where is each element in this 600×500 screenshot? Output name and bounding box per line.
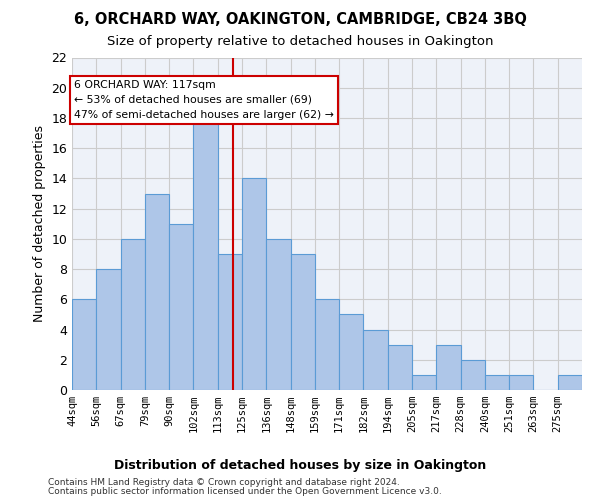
Text: 6, ORCHARD WAY, OAKINGTON, CAMBRIDGE, CB24 3BQ: 6, ORCHARD WAY, OAKINGTON, CAMBRIDGE, CB… bbox=[74, 12, 526, 28]
Bar bbox=[364, 330, 388, 390]
Bar bbox=[461, 360, 485, 390]
Bar bbox=[485, 375, 509, 390]
Bar bbox=[558, 375, 582, 390]
Bar bbox=[72, 300, 96, 390]
Bar bbox=[315, 300, 339, 390]
Bar bbox=[121, 239, 145, 390]
Bar bbox=[193, 118, 218, 390]
Bar bbox=[218, 254, 242, 390]
Bar bbox=[266, 239, 290, 390]
Bar bbox=[145, 194, 169, 390]
Bar bbox=[290, 254, 315, 390]
Bar bbox=[509, 375, 533, 390]
Bar bbox=[388, 344, 412, 390]
Bar bbox=[242, 178, 266, 390]
Bar bbox=[96, 269, 121, 390]
Text: Distribution of detached houses by size in Oakington: Distribution of detached houses by size … bbox=[114, 459, 486, 472]
Bar bbox=[339, 314, 364, 390]
Text: Size of property relative to detached houses in Oakington: Size of property relative to detached ho… bbox=[107, 35, 493, 48]
Bar bbox=[169, 224, 193, 390]
Y-axis label: Number of detached properties: Number of detached properties bbox=[33, 125, 46, 322]
Text: Contains HM Land Registry data © Crown copyright and database right 2024.: Contains HM Land Registry data © Crown c… bbox=[48, 478, 400, 487]
Bar bbox=[436, 344, 461, 390]
Text: Contains public sector information licensed under the Open Government Licence v3: Contains public sector information licen… bbox=[48, 487, 442, 496]
Text: 6 ORCHARD WAY: 117sqm
← 53% of detached houses are smaller (69)
47% of semi-deta: 6 ORCHARD WAY: 117sqm ← 53% of detached … bbox=[74, 80, 334, 120]
Bar bbox=[412, 375, 436, 390]
